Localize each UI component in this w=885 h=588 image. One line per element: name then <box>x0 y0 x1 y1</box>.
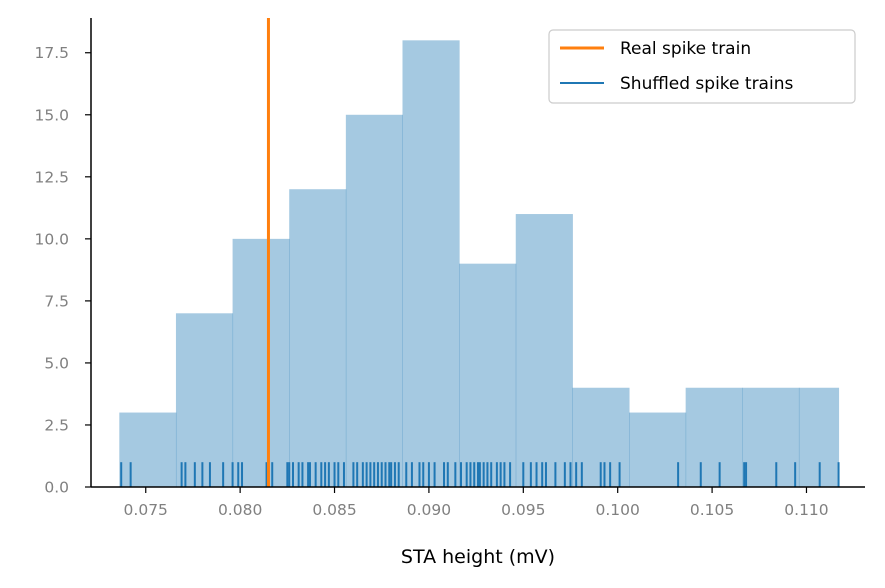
y-axis-ticks: 0.0 2.5 5.0 7.5 10.0 12.5 15.0 17.5 <box>34 44 91 497</box>
legend-shuffled-label: Shuffled spike trains <box>620 74 793 94</box>
y-tick-label: 0.0 <box>44 479 69 497</box>
histogram-bar-10 <box>685 387 743 487</box>
x-tick-label: 0.105 <box>690 501 734 519</box>
y-tick-label: 7.5 <box>44 292 69 310</box>
x-tick-label: 0.085 <box>312 501 356 519</box>
histogram-bars <box>119 40 840 488</box>
x-tick-label: 0.100 <box>596 501 640 519</box>
histogram-bar-3 <box>289 189 347 487</box>
legend-box <box>548 29 856 104</box>
histogram-bar-0 <box>119 412 177 487</box>
histogram-bar-1 <box>175 313 234 487</box>
x-tick-label: 0.080 <box>218 501 262 519</box>
histogram-bar-7 <box>515 214 573 487</box>
x-tick-label: 0.110 <box>784 501 828 519</box>
x-tick-label: 0.075 <box>124 501 168 519</box>
y-tick-label: 15.0 <box>34 106 69 124</box>
y-tick-label: 5.0 <box>44 354 69 372</box>
y-tick-label: 17.5 <box>34 44 69 62</box>
histogram-bar-11 <box>742 387 800 487</box>
x-axis-label: STA height (mV) <box>401 546 555 568</box>
rug-ticks <box>120 462 840 487</box>
histogram-bar-6 <box>459 263 517 487</box>
histogram-bar-5 <box>402 40 460 487</box>
legend-real-label: Real spike train <box>620 39 751 59</box>
y-tick-label: 2.5 <box>44 416 69 434</box>
x-axis-ticks: 0.075 0.080 0.085 0.090 0.095 0.100 0.105 0.110 <box>124 487 829 519</box>
y-tick-label: 12.5 <box>34 168 69 186</box>
x-tick-label: 0.095 <box>501 501 545 519</box>
axes <box>90 18 865 488</box>
histogram-bar-2 <box>232 238 290 487</box>
histogram-bar-9 <box>629 412 687 487</box>
x-tick-label: 0.090 <box>407 501 451 519</box>
legend: Real spike train Shuffled spike trains <box>548 29 856 104</box>
y-tick-label: 10.0 <box>34 230 69 248</box>
histogram-bar-4 <box>345 114 403 488</box>
